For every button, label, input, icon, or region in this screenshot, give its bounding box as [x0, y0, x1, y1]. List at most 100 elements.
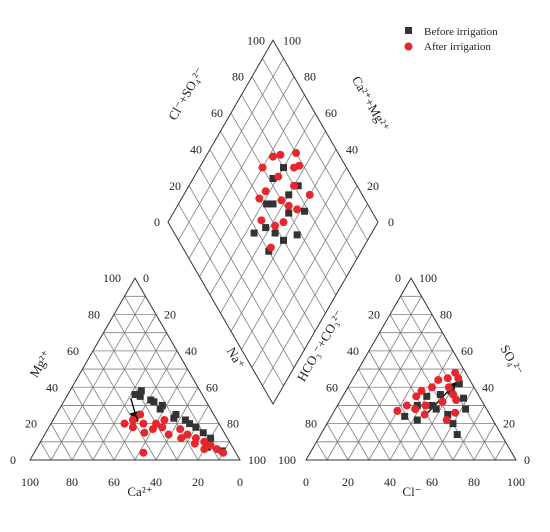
legend-before-label: Before irrigation [424, 26, 498, 38]
anion-before-point [423, 392, 431, 400]
cation-grid-line [71, 387, 115, 461]
diamond-grid-line [230, 112, 337, 296]
anion-bottom-axis-label: Cl⁻ [402, 484, 421, 499]
diamond-after-point [295, 161, 304, 170]
anion-bottom-tick-label: 0 [303, 475, 309, 489]
diamond-before-point [271, 229, 279, 237]
diamond-before-point [262, 224, 270, 232]
cation-before-point [158, 401, 166, 409]
tick-layer: 100 0 100 0 100 0 0 100 80 20 80 20 80 20 20 80 60 40 60 40… [10, 33, 530, 489]
cation-right-tick-label: 80 [227, 417, 239, 431]
cation-left-tick-label: 80 [88, 308, 100, 322]
anion-after-point [434, 375, 443, 384]
anion-grid-line [337, 405, 370, 461]
cation-after-point [139, 419, 148, 428]
cation-after-point [219, 448, 228, 457]
anion-grid-line [347, 387, 391, 461]
diamond-right-tick-label: 80 [304, 70, 316, 84]
diamond-before-point [285, 209, 293, 217]
cation-after-point [139, 448, 148, 457]
cation-right-tick-label: 100 [248, 453, 266, 467]
anion-after-point [451, 368, 460, 377]
cation-before-point [172, 411, 180, 419]
anion-bottom-tick-label: 60 [426, 475, 438, 489]
anion-after-point [393, 406, 402, 415]
cation-bottom-tick-label: 0 [237, 475, 243, 489]
anion-after-point [402, 401, 411, 410]
cation-left-tick-label: 0 [10, 453, 16, 467]
cation-bottom-tick-label: 80 [66, 475, 78, 489]
cation-right-tick-label: 60 [206, 380, 218, 394]
diamond-before-point [265, 247, 273, 255]
diamond-right-tick-label: 20 [367, 179, 379, 193]
anion-before-point [413, 401, 421, 409]
cation-trend-arrow [129, 397, 141, 423]
anion-after-point [428, 383, 436, 392]
cation-grid-line [134, 368, 188, 461]
cation-bottom-tick-label: 20 [192, 475, 204, 489]
cation-grid-line [82, 368, 136, 461]
cation-left-tick-label: 40 [46, 380, 58, 394]
cation-left-tick-label: 100 [103, 271, 121, 285]
anion-triangle-frame [305, 277, 517, 461]
diamond-grid-line [220, 131, 326, 314]
legend: Before irrigation After irrigation [404, 26, 498, 53]
anion-grid-line [368, 332, 443, 461]
anion-before-point [455, 380, 463, 388]
diamond-before-point [285, 191, 293, 199]
anion-after-point [451, 408, 460, 417]
anion-before-point [401, 412, 409, 420]
diamond-before-point [294, 182, 302, 190]
anion-left-tick-label: 40 [347, 344, 359, 358]
diamond-grid-line [209, 112, 316, 296]
anion-grid-line [316, 441, 328, 461]
diamond-after-point [292, 149, 301, 158]
diamond-left-tick-label: 60 [211, 106, 223, 120]
cation-after-point [140, 428, 149, 437]
diamond-left-tick-label: 40 [190, 142, 202, 156]
diamond-after-point [274, 172, 283, 181]
cation-after-point [177, 434, 186, 443]
anion-after-point [442, 415, 451, 424]
cation-before-point [136, 392, 144, 400]
diamond-right-tick-label: 40 [346, 142, 358, 156]
cation-left-axis-label: Mg²⁺ [26, 348, 53, 380]
cation-left-tick-label: 20 [25, 417, 37, 431]
diamond-right-tick-label: 60 [325, 106, 337, 120]
cation-before-point [199, 429, 207, 437]
diamond-grid-line [188, 76, 295, 259]
grid-layer [40, 58, 506, 461]
anion-after-point [420, 410, 429, 419]
diamond-grid-line [262, 58, 368, 241]
legend-after-marker [404, 42, 413, 51]
diamond-before-point [250, 229, 258, 237]
anion-after-point [411, 405, 420, 414]
legend-before-marker [405, 27, 412, 34]
anion-after-point [444, 383, 453, 392]
anion-left-tick-label: 20 [368, 308, 380, 322]
anion-grid-line [368, 350, 433, 461]
diamond-before-point [293, 231, 301, 239]
diamond-after-point [266, 243, 275, 252]
anion-before-point [413, 416, 421, 424]
cation-before-point [192, 423, 200, 431]
cation-bottom-tick-label: 100 [21, 475, 39, 489]
cation-before-point [170, 414, 178, 422]
anion-after-point [449, 390, 457, 399]
diamond-after-point [284, 201, 293, 210]
cation-after-point [190, 439, 199, 448]
diamond-grid-line [251, 76, 358, 259]
anion-right-tick-label: 100 [419, 271, 437, 285]
diamond-left-tick-label: 80 [232, 70, 244, 84]
diamond-before-point [280, 164, 287, 172]
diamond-grid-line [199, 94, 305, 277]
cation-after-point [136, 410, 145, 419]
anion-left-tick-label: 100 [278, 453, 296, 467]
anion-right-tick-label: 40 [482, 380, 494, 394]
cation-after-point [158, 423, 167, 432]
anion-right-tick-label: 20 [503, 417, 515, 431]
cation-grid-line [50, 423, 73, 461]
cation-after-point [176, 425, 185, 434]
diamond-after-point [276, 150, 285, 159]
cation-bottom-tick-label: 40 [150, 475, 162, 489]
